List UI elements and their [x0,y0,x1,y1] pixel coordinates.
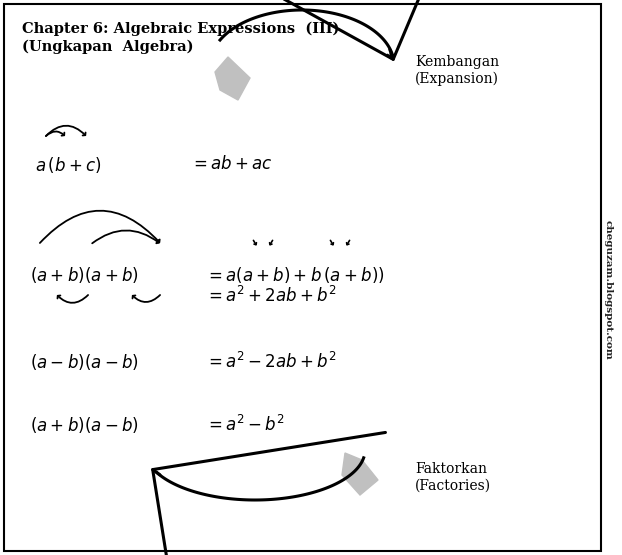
Text: Faktorkan
(Factories): Faktorkan (Factories) [415,462,491,492]
Text: $(a-b)(a-b)$: $(a-b)(a-b)$ [30,352,139,372]
Text: $= ab + ac$: $= ab + ac$ [190,155,272,173]
Text: (Ungkapan  Algebra): (Ungkapan Algebra) [22,40,193,54]
Text: $= a^2 + 2ab + b^2$: $= a^2 + 2ab + b^2$ [205,286,337,306]
Text: $(a+b)(a+b)$: $(a+b)(a+b)$ [30,265,139,285]
Polygon shape [215,57,250,100]
Text: $= a(a+b)+b\,(a+b))$: $= a(a+b)+b\,(a+b))$ [205,265,384,285]
Text: $a\,(b+c)$: $a\,(b+c)$ [35,155,101,175]
Polygon shape [342,453,378,495]
Text: $(a+b)(a-b)$: $(a+b)(a-b)$ [30,415,139,435]
Text: cheguzam.blogspot.com: cheguzam.blogspot.com [603,220,613,360]
Text: Chapter 6: Algebraic Expressions  (III): Chapter 6: Algebraic Expressions (III) [22,22,340,37]
Text: Kembangan
(Expansion): Kembangan (Expansion) [415,55,499,85]
Text: $= a^2 - 2ab + b^2$: $= a^2 - 2ab + b^2$ [205,352,337,372]
Text: $= a^2 - b^2$: $= a^2 - b^2$ [205,415,285,435]
